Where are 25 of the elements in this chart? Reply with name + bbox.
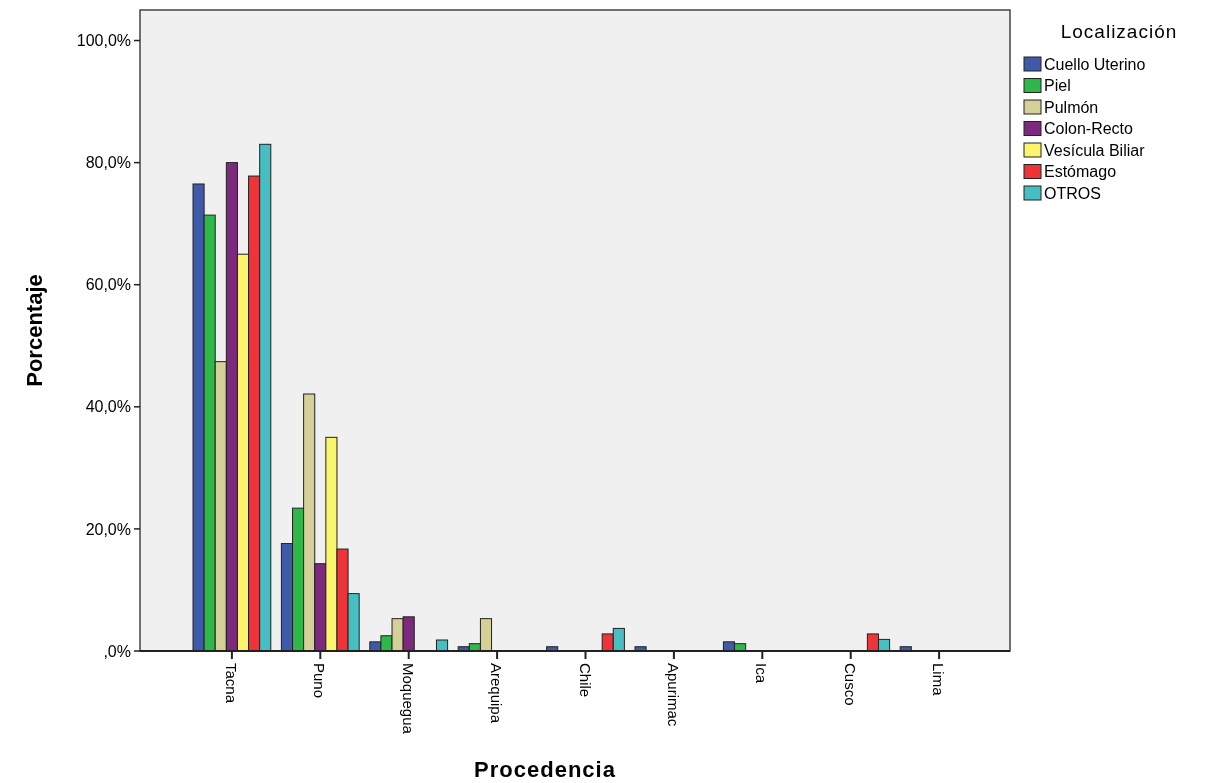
legend-label: Colon-Recto [1044, 120, 1134, 138]
legend-title: Localización [1060, 21, 1178, 42]
y-tick-label: 20,0% [85, 520, 131, 538]
x-tick-label: Ica [753, 663, 771, 684]
legend-label: Cuello Uterino [1044, 55, 1146, 73]
y-tick-label: 80,0% [85, 154, 131, 172]
legend-label: Pulmón [1044, 98, 1099, 116]
y-tick-label: 40,0% [85, 398, 131, 416]
x-tick-label: Lima [930, 663, 948, 697]
x-tick-label: Apurimac [664, 663, 682, 727]
x-tick-label: Puno [311, 663, 329, 699]
x-axis-title: Procedencia [474, 757, 616, 782]
x-tick-label: Cusco [841, 663, 859, 706]
x-tick-label: Arequipa [488, 663, 506, 724]
legend-label: Vesícula Biliar [1044, 141, 1146, 159]
legend-label: Estómago [1044, 163, 1117, 181]
y-axis-title: Porcentaje [22, 274, 47, 387]
x-tick-label: Chile [576, 663, 594, 698]
y-tick-label: ,0% [103, 642, 131, 660]
x-tick-label: Tacna [222, 663, 240, 704]
y-tick-label: 60,0% [85, 276, 131, 294]
legend-label: OTROS [1044, 184, 1101, 202]
legend-label: Piel [1044, 77, 1071, 95]
x-tick-label: Moquegua [399, 663, 417, 735]
y-tick-label: 100,0% [76, 32, 131, 50]
